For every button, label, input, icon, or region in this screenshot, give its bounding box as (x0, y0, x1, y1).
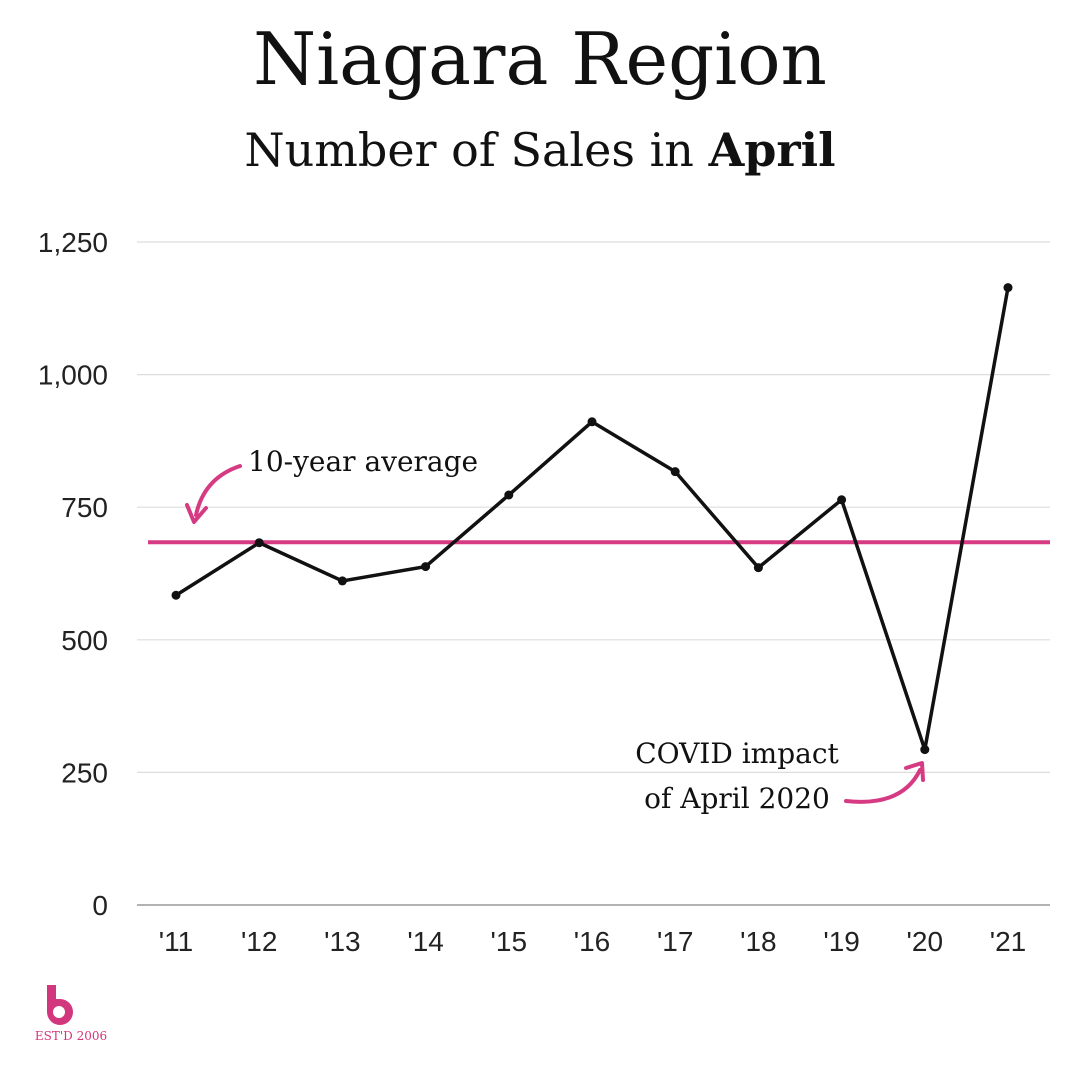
data-point (670, 467, 680, 477)
chart-subtitle: Number of Sales in April (244, 123, 835, 177)
data-point (837, 495, 847, 505)
average-annotation-arrow (194, 464, 242, 517)
data-point (587, 417, 597, 427)
average-annotation-arrowhead (185, 503, 208, 524)
x-tick-label: '11 (159, 926, 193, 957)
data-point (504, 490, 514, 500)
x-tick-label: '17 (657, 926, 694, 957)
x-tick-label: '16 (574, 926, 611, 957)
brand-logo: EST'D 2006 (35, 985, 107, 1043)
brand-logo-icon (47, 985, 73, 1025)
chart-title: Niagara Region (253, 17, 827, 101)
y-tick-label: 0 (92, 890, 108, 921)
data-point (753, 563, 763, 573)
chart-subtitle-prefix: Number of Sales in (244, 123, 708, 177)
x-tick-label: '19 (823, 926, 860, 957)
x-tick-label: '15 (491, 926, 528, 957)
brand-logo-tagline: EST'D 2006 (35, 1029, 107, 1043)
y-axis: 0 250 500 750 1,000 1,250 (38, 227, 108, 921)
data-point (421, 562, 431, 572)
x-tick-label: '20 (907, 926, 944, 957)
x-tick-label: '12 (241, 926, 278, 957)
x-tick-label: '18 (740, 926, 777, 957)
series-line (175, 287, 1010, 751)
y-tick-label: 250 (61, 757, 108, 788)
chart-subtitle-bold: April (708, 123, 836, 177)
covid-annotation-line2: of April 2020 (644, 782, 830, 815)
covid-annotation-line1: COVID impact (635, 737, 839, 770)
series-points (171, 283, 1013, 755)
x-tick-label: '21 (990, 926, 1027, 957)
covid-annotation-arrow (844, 768, 922, 804)
data-point (1003, 283, 1013, 293)
data-point (337, 576, 347, 586)
data-point (254, 538, 264, 548)
covid-annotation-arrowhead (904, 761, 925, 782)
x-axis: '11 '12 '13 '14 '15 '16 '17 '18 '19 '20 '21 (159, 926, 1026, 957)
average-annotation-label: 10-year average (248, 445, 478, 478)
y-tick-label: 750 (61, 492, 108, 523)
grid (137, 241, 1050, 906)
x-tick-label: '14 (407, 926, 444, 957)
y-tick-label: 1,250 (38, 227, 108, 258)
y-tick-label: 500 (61, 625, 108, 656)
x-tick-label: '13 (324, 926, 361, 957)
y-tick-label: 1,000 (38, 360, 108, 391)
data-point (920, 745, 930, 755)
data-point (171, 590, 181, 600)
